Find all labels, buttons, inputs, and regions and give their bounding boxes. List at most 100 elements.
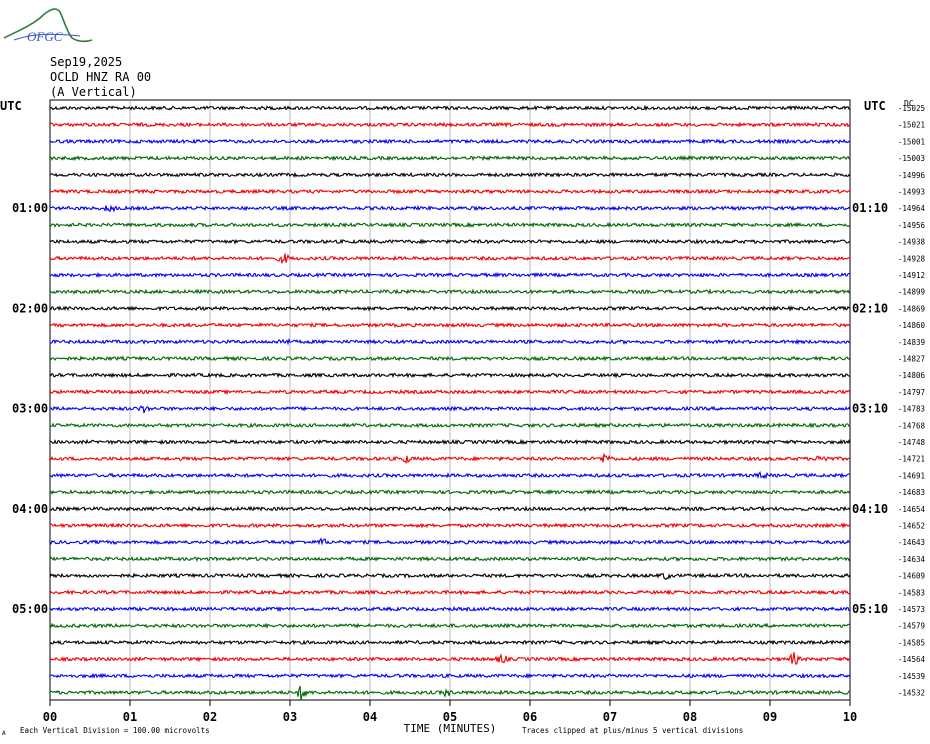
trace-row-32	[49, 622, 851, 629]
x-tick-label: 05	[443, 710, 457, 724]
dc-offset-value: -14928	[898, 254, 926, 263]
dc-offset-value: -14683	[898, 488, 925, 497]
dc-offset-value: -15003	[898, 154, 925, 163]
scale-note: Each Vertical Division = 100.00 microvol…	[20, 726, 210, 735]
trace-row-20	[49, 422, 851, 429]
left-time-label: 04:00	[12, 502, 48, 516]
logo-swoosh-icon	[13, 33, 81, 41]
trace-row-23	[49, 471, 850, 480]
x-tick-label: 08	[683, 710, 697, 724]
dc-offset-value: -14783	[898, 405, 925, 414]
record-date: Sep19,2025	[50, 55, 122, 69]
trace-row-26	[49, 522, 851, 529]
minute-gridlines	[129, 100, 771, 700]
left-time-label: 05:00	[12, 602, 48, 616]
trace-row-13	[49, 305, 851, 312]
trace-row-7	[49, 204, 851, 213]
dc-offset-value: -14912	[898, 271, 925, 280]
x-axis-label: TIME (MINUTES)	[404, 722, 497, 735]
trace-row-35	[49, 672, 851, 679]
dc-offset-value: -14634	[898, 555, 926, 564]
trace-row-8	[49, 221, 851, 229]
left-utc-label: UTC	[0, 99, 22, 113]
dc-offset-value: -14768	[898, 421, 926, 430]
x-tick-label: 06	[523, 710, 537, 724]
trace-row-17	[49, 372, 851, 379]
trace-row-28	[49, 555, 851, 562]
dc-offset-value: -15001	[898, 137, 925, 146]
trace-row-14	[49, 321, 851, 329]
dc-offset-value: -14938	[898, 238, 926, 247]
trace-row-31	[49, 605, 851, 613]
trace-row-1	[49, 104, 851, 112]
dc-offset-value: -14899	[898, 288, 925, 297]
trace-row-34	[49, 652, 851, 665]
trace-row-33	[49, 639, 851, 646]
trace-row-4	[50, 155, 851, 162]
dc-offset-value: -14573	[898, 605, 925, 614]
x-tick-label: 03	[283, 710, 297, 724]
trace-group	[49, 104, 851, 700]
trace-row-27	[49, 537, 851, 546]
trace-row-21	[49, 438, 851, 446]
dc-offset-value: -14827	[898, 355, 925, 364]
x-axis-ticks: 00 01 02 03 04 05 06 07 08 09 10	[43, 700, 857, 724]
ofgc-logo: OFGC	[3, 8, 93, 44]
trace-row-5	[49, 171, 851, 178]
dc-offset-value: -15025	[898, 104, 925, 113]
dc-offset-value: -15021	[898, 121, 925, 130]
x-tick-label: 04	[363, 710, 377, 724]
trace-row-15	[49, 337, 851, 346]
x-tick-label: 02	[203, 710, 217, 724]
trace-row-30	[49, 589, 851, 596]
dc-offset-value: -14797	[898, 388, 925, 397]
right-time-label: 01:10	[852, 201, 888, 215]
left-time-labels: 01:00 02:00 03:00 04:00 05:00	[12, 201, 48, 616]
dc-offset-value: -14860	[898, 321, 926, 330]
dc-offset-value: -14643	[898, 538, 925, 547]
dc-offset-value: -14654	[898, 505, 926, 514]
dc-offset-value: -14956	[898, 221, 926, 230]
trace-row-18	[49, 388, 851, 396]
footer-mark: A	[2, 730, 6, 737]
dc-offset-value: -14585	[898, 638, 925, 647]
right-time-label: 02:10	[852, 301, 888, 315]
left-time-label: 02:00	[12, 301, 48, 315]
left-time-label: 03:00	[12, 402, 48, 416]
logo-text: OFGC	[27, 29, 63, 44]
trace-row-12	[49, 288, 851, 295]
dc-offset-value: -14839	[898, 338, 925, 347]
dc-offset-value: -14579	[898, 622, 925, 631]
dc-offset-value: -14583	[898, 588, 925, 597]
dc-offset-value: -14993	[898, 188, 925, 197]
dc-offset-value: -14869	[898, 304, 925, 313]
dc-offset-value: -14721	[898, 455, 925, 464]
trace-row-19	[49, 405, 851, 414]
dc-offset-value: -14564	[898, 655, 926, 664]
trace-row-6	[49, 188, 851, 195]
trace-row-3	[49, 138, 851, 145]
clip-note: Traces clipped at plus/minus 5 vertical …	[522, 726, 743, 735]
x-tick-label: 01	[123, 710, 137, 724]
trace-row-22	[49, 452, 851, 465]
dc-offset-value: -14691	[898, 471, 925, 480]
right-time-label: 04:10	[852, 502, 888, 516]
right-time-label: 05:10	[852, 602, 888, 616]
trace-row-2	[49, 121, 851, 128]
x-tick-label: 10	[843, 710, 857, 724]
x-tick-label: 09	[763, 710, 777, 724]
trace-row-9	[49, 238, 851, 245]
dc-offset-labels: -15025 -15021 -15001 -15003 -14996 -14993 -149…	[898, 104, 926, 698]
trace-row-11	[49, 271, 851, 279]
right-time-label: 03:10	[852, 402, 888, 416]
dc-offset-value: -14806	[898, 371, 926, 380]
right-utc-label: UTC	[864, 99, 886, 113]
dc-offset-value: -14996	[898, 171, 926, 180]
left-time-label: 01:00	[12, 201, 48, 215]
component-label: (A Vertical)	[50, 85, 137, 99]
dc-offset-value: -14652	[898, 522, 925, 531]
x-tick-label: 00	[43, 710, 57, 724]
dc-offset-value: -14964	[898, 204, 926, 213]
trace-row-24	[49, 488, 851, 496]
